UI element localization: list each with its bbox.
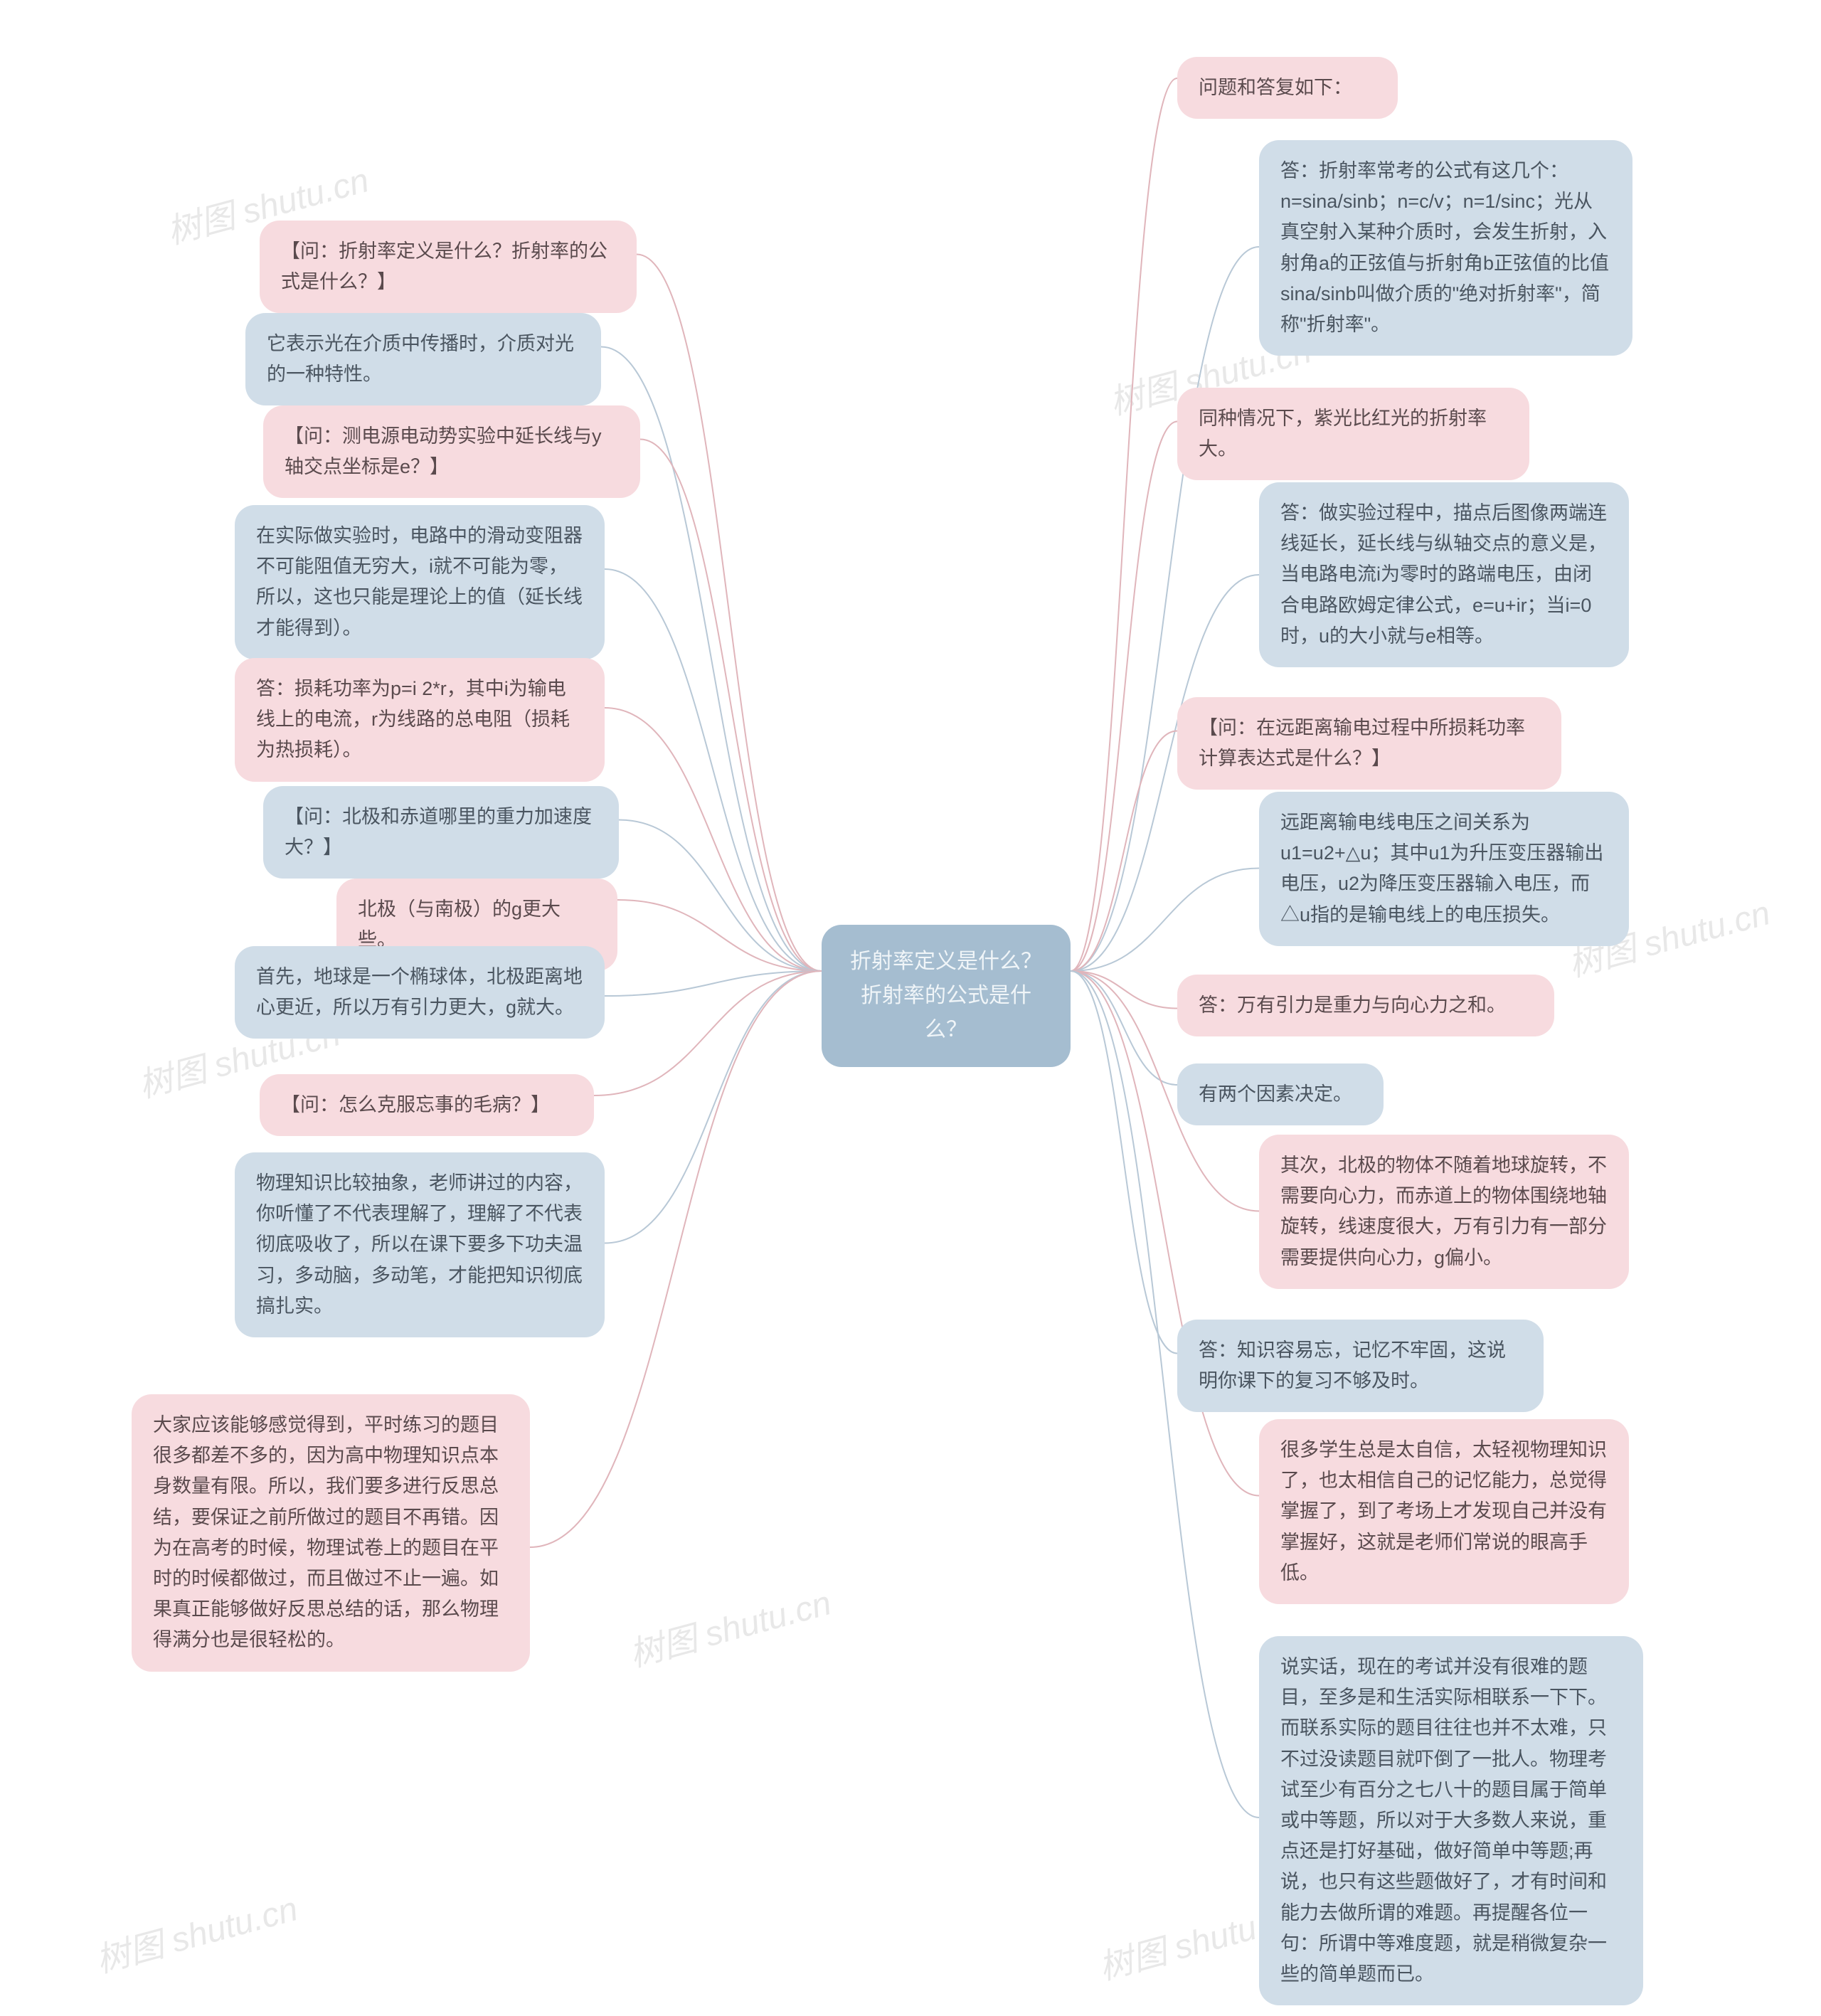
left-node-5: 【问：北极和赤道哪里的重力加速度大？】 <box>263 786 619 879</box>
left-node-label-4: 答：损耗功率为p=i 2*r，其中i为输电线上的电流，r为线路的总电阻（损耗为热… <box>256 678 570 760</box>
left-node-label-5: 【问：北极和赤道哪里的重力加速度大？】 <box>285 806 592 858</box>
right-node-7: 有两个因素决定。 <box>1177 1063 1384 1125</box>
left-node-label-3: 在实际做实验时，电路中的滑动变阻器不可能阻值无穷大，i就不可能为零，所以，这也只… <box>256 525 583 639</box>
right-node-label-10: 很多学生总是太自信，太轻视物理知识了，也太相信自己的记忆能力，总觉得掌握了，到了… <box>1280 1439 1607 1583</box>
right-node-label-7: 有两个因素决定。 <box>1199 1083 1352 1105</box>
right-node-11: 说实话，现在的考试并没有很难的题目，至多是和生活实际相联系一下下。而联系实际的题… <box>1259 1636 1643 2005</box>
right-node-label-11: 说实话，现在的考试并没有很难的题目，至多是和生活实际相联系一下下。而联系实际的题… <box>1280 1656 1607 1985</box>
center-node: 折射率定义是什么？折射率的公式是什么？ <box>822 925 1071 1067</box>
left-node-label-8: 【问：怎么克服忘事的毛病？】 <box>281 1094 550 1115</box>
right-node-2: 同种情况下，紫光比红光的折射率大。 <box>1177 388 1529 480</box>
right-node-10: 很多学生总是太自信，太轻视物理知识了，也太相信自己的记忆能力，总觉得掌握了，到了… <box>1259 1419 1629 1604</box>
left-node-0: 【问：折射率定义是什么？折射率的公式是什么？】 <box>260 221 637 313</box>
right-node-8: 其次，北极的物体不随着地球旋转，不需要向心力，而赤道上的物体围绕地轴旋转，线速度… <box>1259 1135 1629 1289</box>
right-node-label-0: 问题和答复如下： <box>1199 77 1352 98</box>
right-node-label-1: 答：折射率常考的公式有这几个：n=sina/sinb；n=c/v；n=1/sin… <box>1280 160 1609 335</box>
right-node-6: 答：万有引力是重力与向心力之和。 <box>1177 975 1554 1036</box>
right-node-label-4: 【问：在远距离输电过程中所损耗功率计算表达式是什么？】 <box>1199 717 1525 769</box>
left-node-label-7: 首先，地球是一个椭球体，北极距离地心更近，所以万有引力更大，g就大。 <box>256 966 583 1018</box>
center-label: 折射率定义是什么？折射率的公式是什么？ <box>850 950 1042 1041</box>
right-node-label-9: 答：知识容易忘，记忆不牢固，这说明你课下的复习不够及时。 <box>1199 1339 1506 1391</box>
right-node-label-2: 同种情况下，紫光比红光的折射率大。 <box>1199 408 1487 460</box>
left-node-1: 它表示光在介质中传播时，介质对光的一种特性。 <box>245 313 601 405</box>
right-node-label-3: 答：做实验过程中，描点后图像两端连线延长，延长线与纵轴交点的意义是，当电路电流i… <box>1280 502 1607 647</box>
right-node-3: 答：做实验过程中，描点后图像两端连线延长，延长线与纵轴交点的意义是，当电路电流i… <box>1259 482 1629 667</box>
watermark-6: 树图 shutu.cn <box>90 1881 302 1983</box>
left-node-3: 在实际做实验时，电路中的滑动变阻器不可能阻值无穷大，i就不可能为零，所以，这也只… <box>235 505 605 659</box>
left-node-label-1: 它表示光在介质中传播时，介质对光的一种特性。 <box>267 333 574 385</box>
left-node-7: 首先，地球是一个椭球体，北极距离地心更近，所以万有引力更大，g就大。 <box>235 946 605 1039</box>
left-node-label-9: 物理知识比较抽象，老师讲过的内容，你听懂了不代表理解了，理解了不代表彻底吸收了，… <box>256 1172 583 1317</box>
left-node-label-6: 北极（与南极）的g更大些。 <box>358 898 561 950</box>
right-node-4: 【问：在远距离输电过程中所损耗功率计算表达式是什么？】 <box>1177 697 1561 790</box>
left-node-10: 大家应该能够感觉得到，平时练习的题目很多都差不多的，因为高中物理知识点本身数量有… <box>132 1394 530 1672</box>
right-node-5: 远距离输电线电压之间关系为u1=u2+△u；其中u1为升压变压器输出电压，u2为… <box>1259 792 1629 946</box>
left-node-label-0: 【问：折射率定义是什么？折射率的公式是什么？】 <box>281 240 607 292</box>
left-node-label-2: 【问：测电源电动势实验中延长线与y轴交点坐标是e？】 <box>285 425 602 477</box>
right-node-0: 问题和答复如下： <box>1177 57 1398 119</box>
left-node-2: 【问：测电源电动势实验中延长线与y轴交点坐标是e？】 <box>263 405 640 498</box>
right-node-label-8: 其次，北极的物体不随着地球旋转，不需要向心力，而赤道上的物体围绕地轴旋转，线速度… <box>1280 1155 1607 1268</box>
left-node-4: 答：损耗功率为p=i 2*r，其中i为输电线上的电流，r为线路的总电阻（损耗为热… <box>235 658 605 782</box>
right-node-label-6: 答：万有引力是重力与向心力之和。 <box>1199 994 1506 1016</box>
right-node-1: 答：折射率常考的公式有这几个：n=sina/sinb；n=c/v；n=1/sin… <box>1259 140 1632 356</box>
right-node-9: 答：知识容易忘，记忆不牢固，这说明你课下的复习不够及时。 <box>1177 1320 1544 1412</box>
left-node-8: 【问：怎么克服忘事的毛病？】 <box>260 1074 594 1136</box>
watermark-4: 树图 shutu.cn <box>623 1575 836 1677</box>
left-node-9: 物理知识比较抽象，老师讲过的内容，你听懂了不代表理解了，理解了不代表彻底吸收了，… <box>235 1152 605 1337</box>
right-node-label-5: 远距离输电线电压之间关系为u1=u2+△u；其中u1为升压变压器输出电压，u2为… <box>1280 812 1603 925</box>
left-node-label-10: 大家应该能够感觉得到，平时练习的题目很多都差不多的，因为高中物理知识点本身数量有… <box>153 1414 499 1650</box>
